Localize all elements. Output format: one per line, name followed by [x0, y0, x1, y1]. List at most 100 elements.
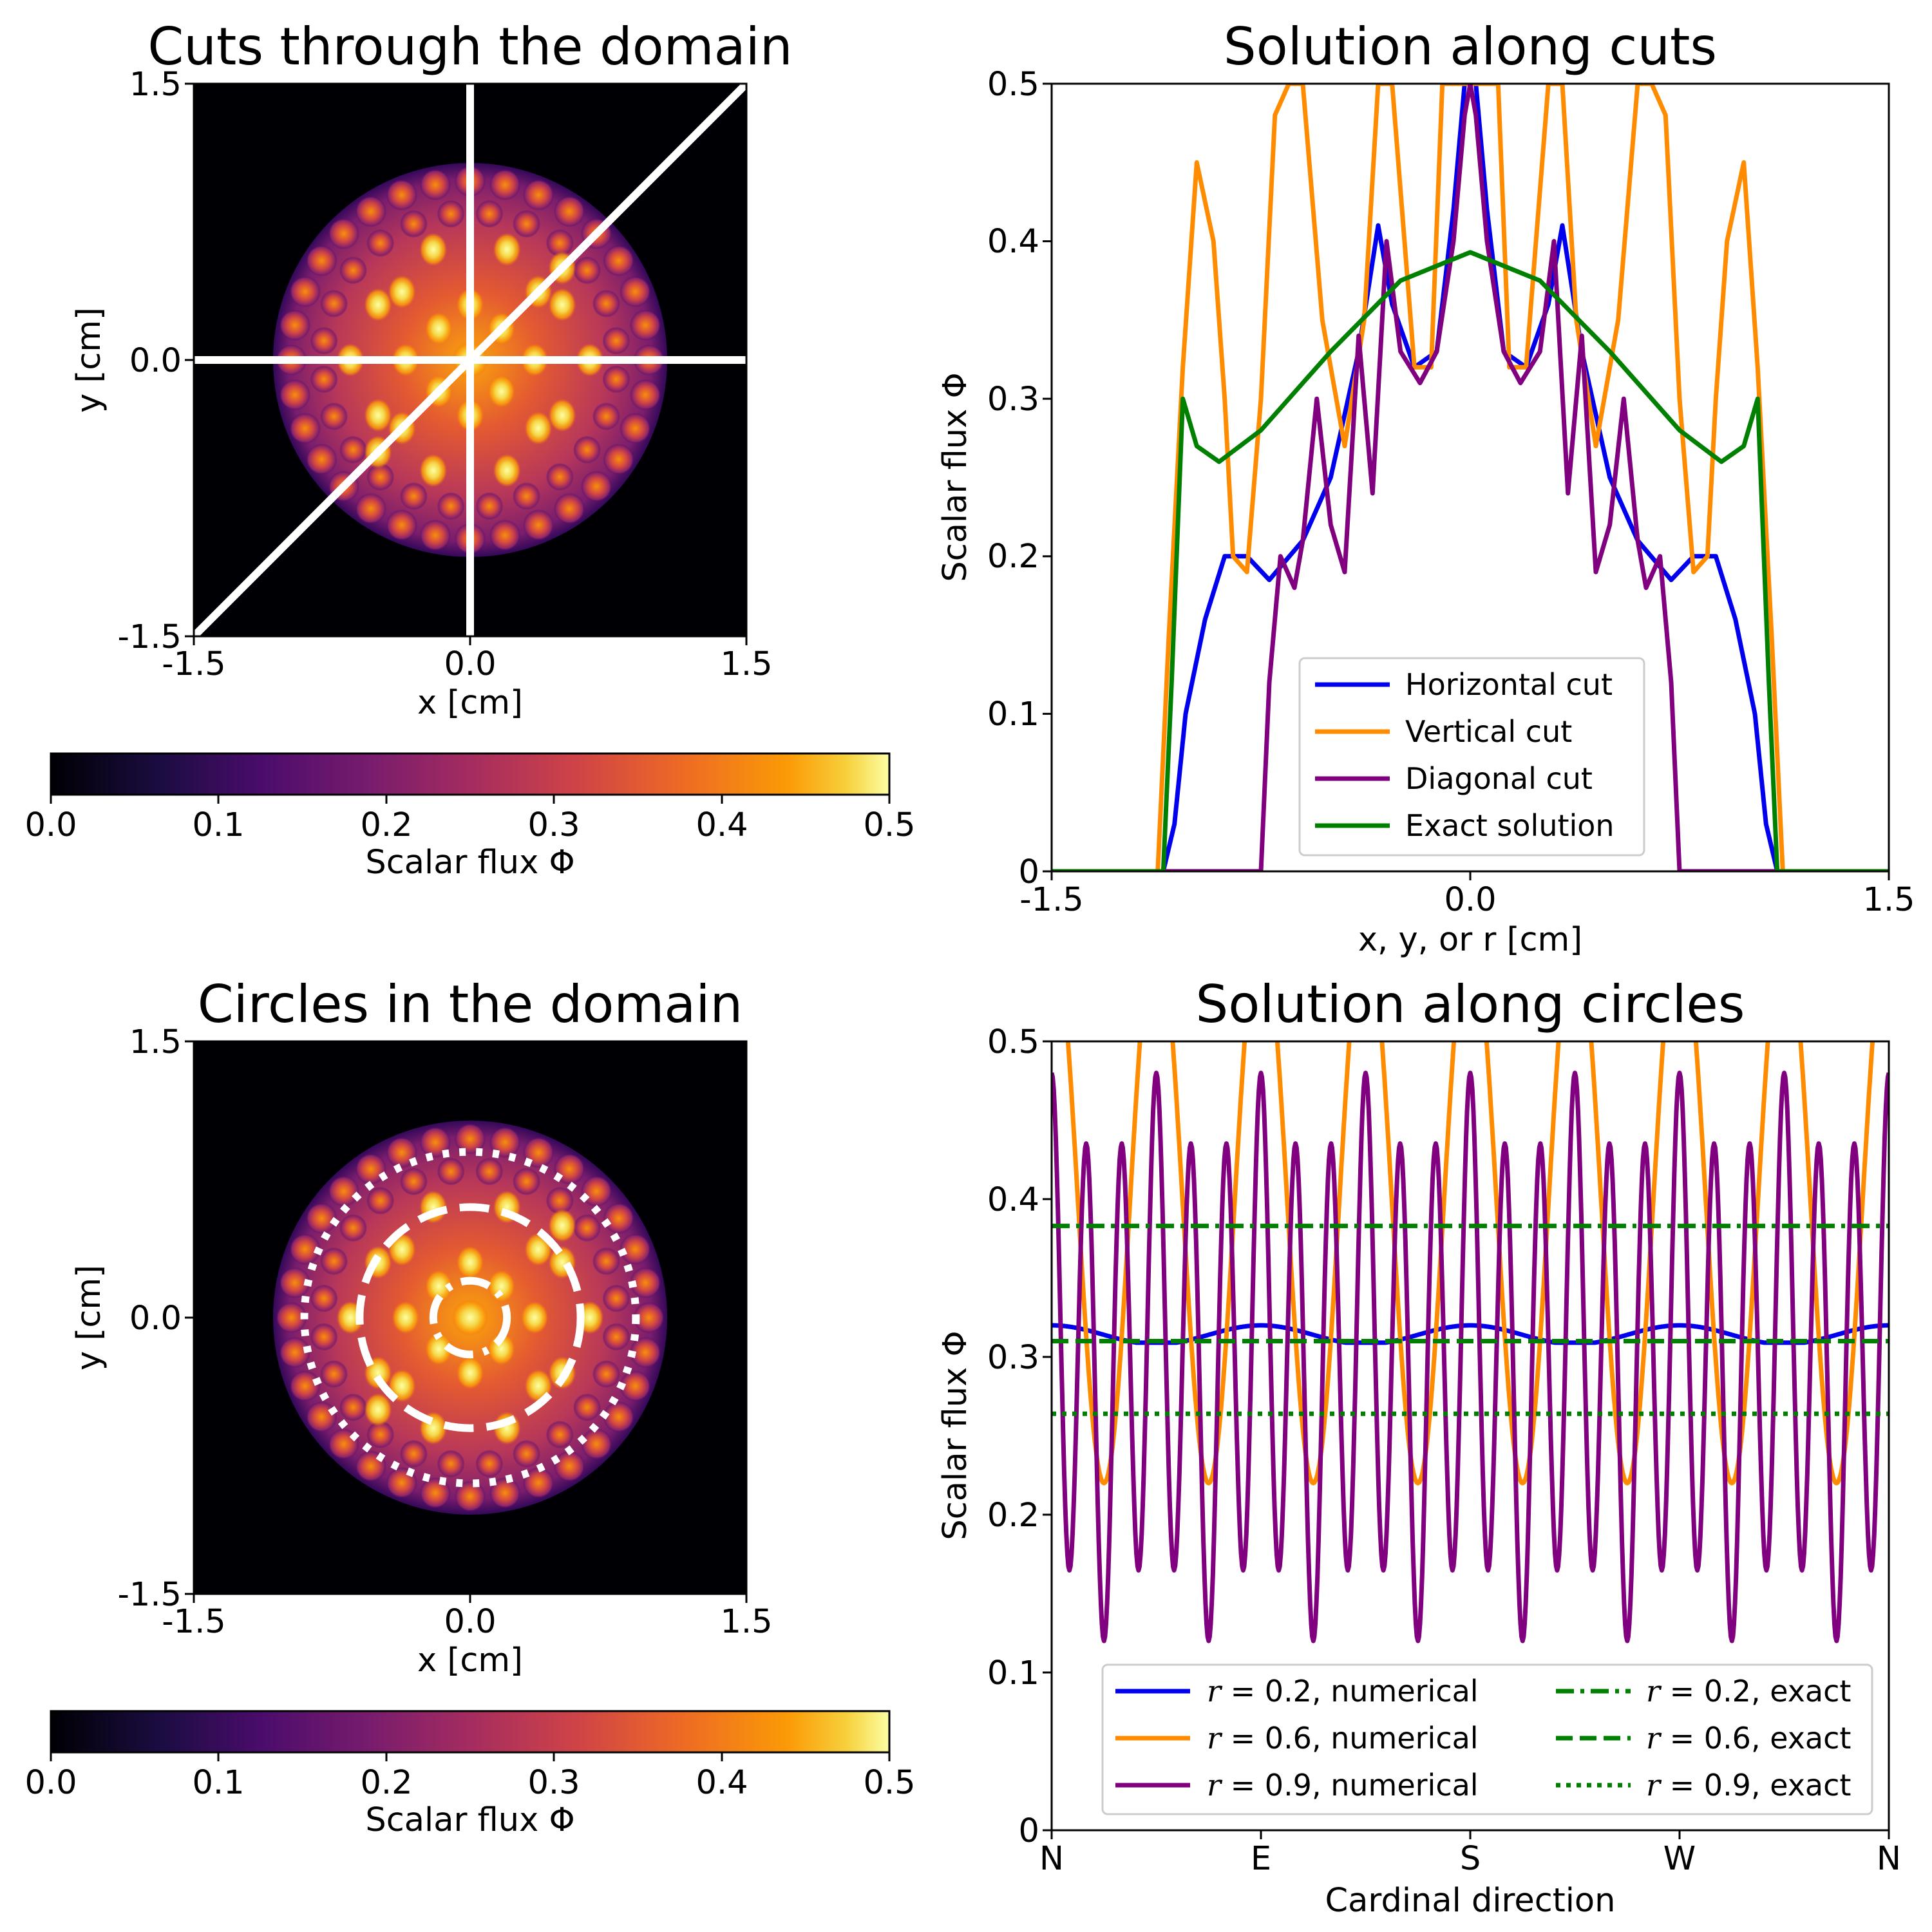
colorbar: 0.0 0.1 0.2 0.3 0.4 0.5 Scalar flux Φ — [24, 1710, 916, 1839]
flux-rim-blob — [629, 1267, 661, 1299]
legend-r-value: 0.9 — [1704, 1768, 1751, 1803]
x-tick-label: -1.5 — [162, 645, 226, 683]
y-tick-label: 0 — [1019, 1812, 1039, 1850]
flux-rim-blob — [522, 1466, 554, 1499]
flux-ring-blob — [339, 1393, 367, 1421]
flux-rim-blob — [328, 218, 360, 250]
y-tick-label: 1.5 — [129, 1023, 182, 1061]
x-tick-label: -1.5 — [1019, 881, 1084, 919]
legend-r-value: 0.9 — [1265, 1768, 1312, 1803]
flux-ring-blob — [592, 1360, 620, 1388]
flux-rim-blob — [580, 470, 612, 502]
y-tick-label: 0.4 — [987, 223, 1039, 261]
flux-hot-spot — [364, 399, 392, 432]
plot-lines — [1052, 1041, 1889, 1643]
colorbar: 0.0 0.1 0.2 0.3 0.4 0.5 Scalar flux Φ — [24, 752, 916, 882]
flux-rim-blob — [279, 1336, 311, 1368]
y-tick-label: 0.5 — [987, 1023, 1039, 1061]
flux-rim-blob — [355, 196, 387, 227]
flux-hot-spot — [364, 1393, 392, 1426]
flux-rim-blob — [355, 1153, 387, 1185]
legend-label: r = 0.2, numerical — [1207, 1674, 1479, 1709]
flux-rim-blob — [454, 1481, 486, 1512]
flux-rim-blob — [489, 519, 521, 551]
flux-rim-blob — [522, 509, 554, 541]
colorbar-tick-label: 0.5 — [863, 1764, 915, 1802]
colorbar-ticks — [50, 795, 891, 804]
flux-ring-blob — [545, 1187, 574, 1215]
flux-rim-blob — [629, 1336, 661, 1368]
flux-hot-spot — [488, 1269, 516, 1303]
x-axis-label: x, y, or r [cm] — [1358, 921, 1582, 959]
sample-circle-r-0.2 — [429, 1276, 511, 1359]
flux-rim-blob — [279, 309, 311, 341]
colorbar-label: Scalar flux Φ — [365, 844, 574, 882]
flux-hot-spot — [548, 288, 576, 321]
flux-hot-spot — [392, 1301, 420, 1334]
legend-label: r = 0.9, exact — [1646, 1768, 1851, 1803]
flux-ring-blob — [545, 229, 574, 257]
flux-ring-blob — [320, 1247, 348, 1275]
flux-rim-blob — [279, 1267, 311, 1299]
flux-ring-blob — [437, 200, 465, 228]
flux-rim-blob — [386, 509, 418, 541]
flux-rim-blob — [355, 493, 387, 524]
axis-ticks — [185, 1040, 748, 1603]
flux-rim-blob — [619, 412, 651, 444]
flux-rim-blob — [619, 276, 651, 308]
flux-ring-blob — [573, 1214, 601, 1242]
y-tick-label: -1.5 — [117, 1576, 182, 1614]
legend-box — [1101, 1663, 1873, 1815]
legend-label: Vertical cut — [1405, 714, 1572, 749]
flux-ring-blob — [320, 1360, 348, 1388]
x-tick-label: W — [1663, 1840, 1696, 1878]
flux-hot-spot — [493, 232, 521, 267]
flux-rim-blob — [279, 379, 311, 411]
flux-rim-blob — [306, 1401, 337, 1433]
legend: Horizontal cut Vertical cut Diagonal cut… — [1298, 657, 1645, 857]
flux-rim-blob — [629, 379, 661, 411]
flux-ring-blob — [366, 1421, 395, 1448]
legend-label: r = 0.6, exact — [1646, 1721, 1851, 1756]
x-tick-label: 0.0 — [444, 645, 496, 683]
x-tick-label: 0.0 — [1444, 881, 1496, 919]
flux-ring-blob — [399, 1439, 428, 1468]
flux-rim-blob — [553, 493, 585, 524]
flux-ring-blob — [513, 1439, 541, 1468]
colorbar-tick-label: 0.3 — [527, 1764, 580, 1802]
flux-ring-blob — [310, 1284, 338, 1312]
flux-ring-blob — [602, 365, 630, 393]
flux-hot-spot — [488, 374, 516, 408]
flux-rim-blob — [289, 276, 321, 308]
chart-title: Circles in the domain — [198, 974, 743, 1034]
x-tick-label: 1.5 — [720, 645, 772, 683]
y-tick-label: 0.2 — [987, 538, 1039, 576]
flux-hot-spot — [419, 232, 448, 267]
colorbar-tick-label: 0.4 — [696, 806, 748, 844]
flux-ring-blob — [513, 210, 541, 238]
flux-rim-blob — [419, 1477, 451, 1509]
flux-rim-blob — [553, 196, 585, 227]
y-axis-label: Scalar flux Φ — [936, 1331, 974, 1540]
flux-ring-blob — [513, 1168, 541, 1196]
flux-ring-blob — [592, 402, 620, 431]
legend-r-value: 0.6 — [1704, 1721, 1751, 1756]
y-tick-label: -1.5 — [117, 618, 182, 656]
flux-ring-blob — [310, 327, 338, 355]
series-line-vertical-cut — [1052, 84, 1889, 871]
legend-r-value: 0.2 — [1704, 1674, 1751, 1709]
flux-ring-blob — [545, 1421, 574, 1448]
flux-ring-blob — [573, 256, 601, 285]
legend-kind: numerical — [1331, 1721, 1478, 1756]
panel-circles-lineplot: Solution along circles N E S W N 0 0.1 0… — [936, 974, 1901, 1920]
flux-ring-blob — [366, 229, 395, 257]
colorbar-tick-label: 0.1 — [192, 806, 244, 844]
x-tick-label: 1.5 — [1862, 881, 1915, 919]
plot-lines — [1052, 84, 1889, 871]
colorbar-tick-label: 0.0 — [24, 1764, 77, 1802]
panel-cuts-lineplot: Solution along cuts -1.5 0.0 1.5 0 0.1 0… — [936, 17, 1915, 959]
x-axis-label: x [cm] — [417, 1642, 523, 1680]
flux-rim-blob — [619, 1370, 651, 1402]
flux-rim-blob — [306, 1202, 337, 1235]
